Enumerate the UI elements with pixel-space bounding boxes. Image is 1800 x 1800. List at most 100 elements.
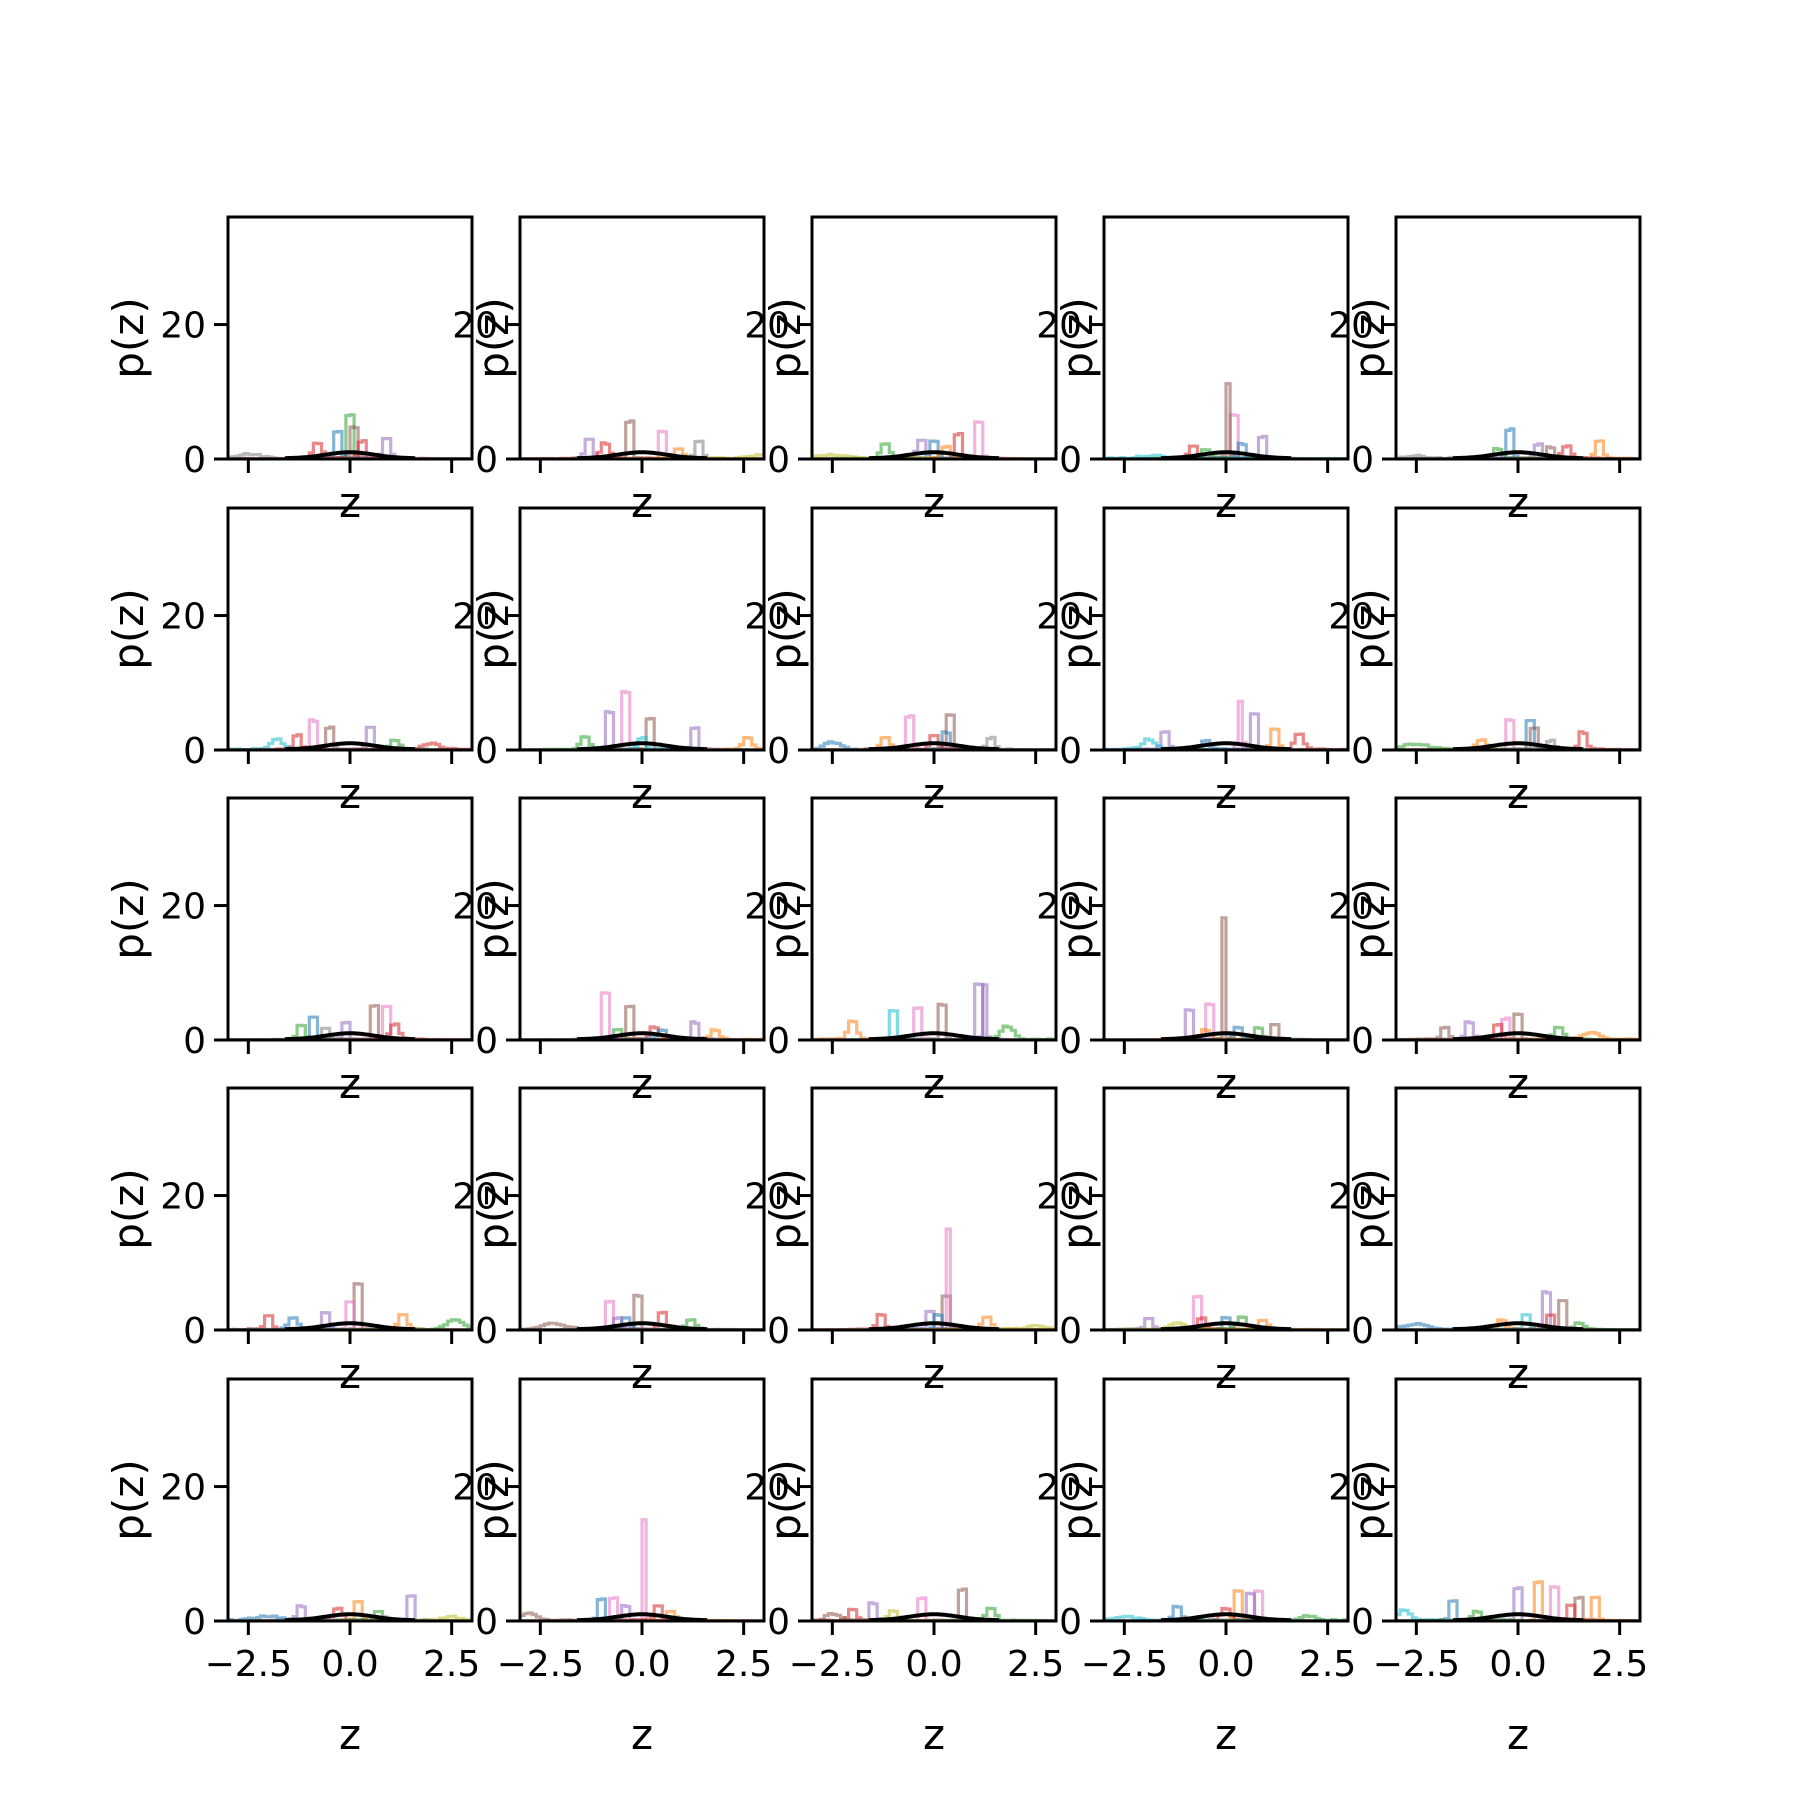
y-tick-label: 0 — [183, 1021, 206, 1062]
x-axis-label: z — [631, 1059, 653, 1108]
axes-frame — [1394, 1377, 1642, 1623]
stacked-pdf-curve — [1452, 741, 1584, 750]
y-axis-label: p(z) — [469, 878, 518, 959]
subplot-24: 0 20 −2.5 0.0 2.5 z p(z) — [1036, 1377, 1356, 1759]
x-axis-label: z — [339, 769, 361, 818]
stacked-pdf-curve — [284, 1612, 416, 1621]
axes-frame — [810, 1377, 1058, 1623]
axes-frame — [810, 1086, 1058, 1332]
pdf-curve — [1396, 1012, 1640, 1040]
x-axis-label: z — [923, 1710, 945, 1759]
subplot-21: 0 20 −2.5 0.0 2.5 z p(z) — [104, 1377, 480, 1759]
x-tick-label: 2.5 — [423, 1644, 480, 1685]
subplot-5: 0 20 z p(z) — [1328, 215, 1642, 527]
plot-area — [812, 713, 1056, 750]
axes-frame — [1102, 506, 1350, 752]
subplot-8: 0 20 z p(z) — [744, 506, 1058, 818]
x-axis-label: z — [1215, 1059, 1237, 1108]
pdf-curve — [520, 1597, 764, 1621]
y-tick-label: 0 — [1059, 1021, 1082, 1062]
plot-area — [1104, 1294, 1348, 1330]
plot-area — [228, 718, 472, 750]
y-axis-label: p(z) — [104, 1459, 153, 1540]
axes-frame — [810, 506, 1058, 752]
y-tick-label: 20 — [744, 597, 790, 638]
stacked-pdf-curve — [284, 450, 416, 459]
subplot-3: 0 20 z p(z) — [744, 215, 1058, 527]
x-axis-label: z — [631, 1349, 653, 1398]
y-axis-label: p(z) — [1053, 588, 1102, 669]
pdf-curve — [1104, 1008, 1348, 1040]
y-tick-label: 20 — [160, 1177, 206, 1218]
stacked-pdf-curve — [1452, 450, 1584, 459]
y-tick-label: 20 — [452, 597, 498, 638]
y-tick-label: 0 — [475, 1602, 498, 1643]
x-tick-label: 0.0 — [1489, 1644, 1546, 1685]
x-tick-label: −2.5 — [1373, 1644, 1460, 1685]
subplot-2: 0 20 z p(z) — [452, 215, 766, 527]
plot-area — [1104, 382, 1348, 459]
pdf-curve — [1104, 382, 1348, 459]
x-axis-label: z — [339, 1710, 361, 1759]
axes-frame — [226, 1377, 474, 1623]
plot-area — [228, 1004, 472, 1040]
stacked-pdf-curve — [284, 1031, 416, 1040]
x-axis-label: z — [1215, 478, 1237, 527]
y-tick-label: 20 — [1036, 597, 1082, 638]
stacked-pdf-curve — [576, 741, 708, 750]
pdf-curve — [1104, 916, 1348, 1040]
y-axis-label: p(z) — [104, 1168, 153, 1249]
x-axis-label: z — [339, 1349, 361, 1398]
y-axis-label: p(z) — [1345, 878, 1394, 959]
stacked-pdf-curve — [284, 741, 416, 750]
plot-area — [520, 1293, 764, 1330]
subplot-19: 0 20 z p(z) — [1036, 1086, 1350, 1398]
x-axis-label: z — [1215, 1710, 1237, 1759]
y-tick-label: 0 — [1059, 440, 1082, 481]
y-axis-label: p(z) — [469, 1168, 518, 1249]
y-tick-label: 0 — [475, 731, 498, 772]
pdf-curve — [520, 689, 764, 750]
subplot-14: 0 20 z p(z) — [1036, 796, 1350, 1108]
stacked-pdf-curve — [1452, 1321, 1584, 1330]
y-axis-label: p(z) — [1053, 1168, 1102, 1249]
x-axis-label: z — [1215, 1349, 1237, 1398]
y-tick-label: 0 — [767, 1311, 790, 1352]
stacked-pdf-curve — [576, 1612, 708, 1621]
x-tick-label: 2.5 — [1007, 1644, 1064, 1685]
plot-area — [812, 982, 1056, 1040]
y-tick-label: 20 — [744, 1468, 790, 1509]
y-axis-label: p(z) — [761, 588, 810, 669]
axes-frame — [518, 215, 766, 461]
y-axis-label: p(z) — [1053, 1459, 1102, 1540]
y-tick-label: 20 — [1328, 306, 1374, 347]
y-tick-label: 20 — [1036, 887, 1082, 928]
y-axis-label: p(z) — [469, 588, 518, 669]
pdf-curve — [1396, 1586, 1640, 1621]
subplot-17: 0 20 z p(z) — [452, 1086, 766, 1398]
stacked-pdf-curve — [1160, 1321, 1292, 1330]
y-tick-label: 20 — [1328, 1468, 1374, 1509]
subplot-15: 0 20 z p(z) — [1328, 796, 1642, 1108]
x-axis-label: z — [339, 1059, 361, 1108]
axes-frame — [226, 215, 474, 461]
pdf-curve — [520, 429, 764, 459]
pdf-curve — [228, 413, 472, 459]
y-tick-label: 0 — [1059, 1602, 1082, 1643]
y-tick-label: 20 — [452, 887, 498, 928]
subplot-7: 0 20 z p(z) — [452, 506, 766, 818]
y-axis-label: p(z) — [1345, 588, 1394, 669]
pdf-curve — [1396, 1313, 1640, 1330]
subplot-11: 0 20 z p(z) — [104, 796, 474, 1108]
y-tick-label: 20 — [744, 1177, 790, 1218]
pdf-curve — [520, 716, 764, 750]
y-tick-label: 0 — [183, 731, 206, 772]
pdf-curve — [228, 1015, 472, 1040]
y-axis-label: p(z) — [1345, 297, 1394, 378]
y-axis-label: p(z) — [104, 588, 153, 669]
y-axis-label: p(z) — [761, 297, 810, 378]
pdf-curve — [1396, 1595, 1640, 1621]
subplot-1: 0 20 z p(z) — [104, 215, 474, 527]
y-tick-label: 0 — [767, 1021, 790, 1062]
x-axis-label: z — [339, 478, 361, 527]
